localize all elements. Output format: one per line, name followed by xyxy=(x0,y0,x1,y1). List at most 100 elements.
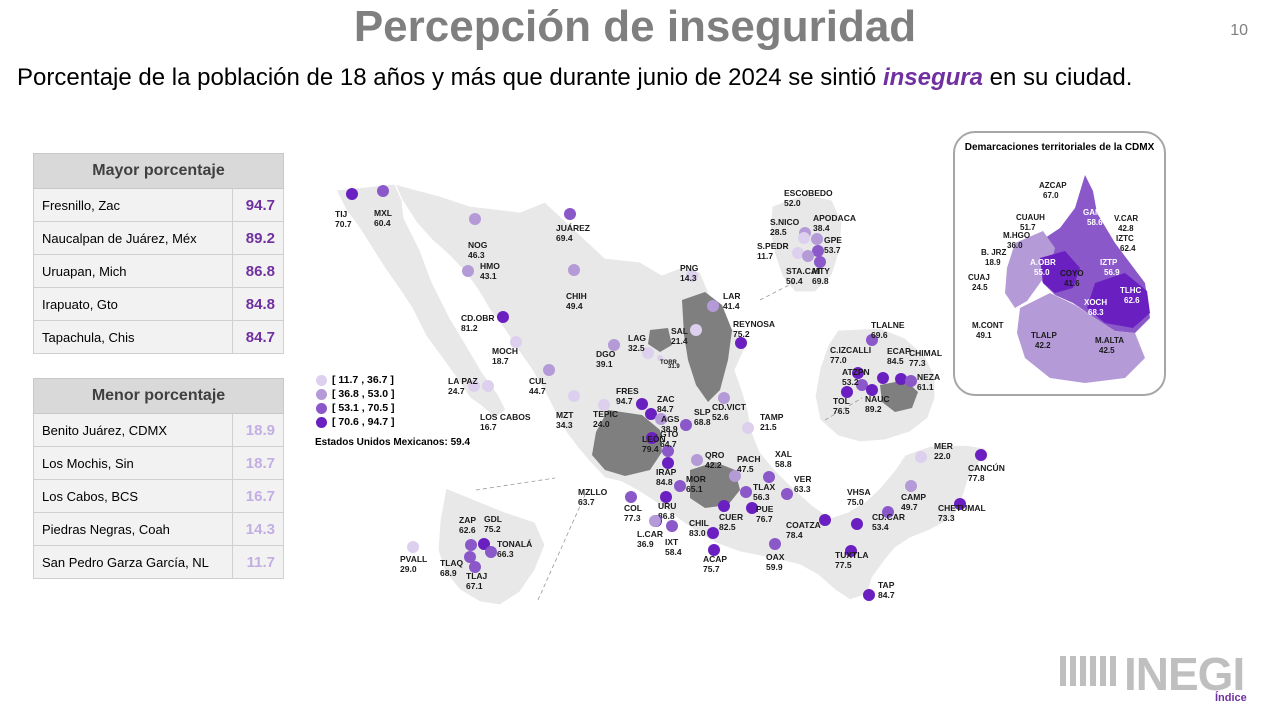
city-dot xyxy=(478,538,490,550)
city-value-label: 16.7 xyxy=(480,422,497,432)
cdmx-east xyxy=(1087,273,1150,328)
city-value-label: 67.1 xyxy=(466,581,483,591)
city-value-label: 63.7 xyxy=(578,497,595,507)
city-name: Piedras Negras, Coah xyxy=(33,512,233,546)
city-value-label: 84.5 xyxy=(887,356,904,366)
city-dot xyxy=(718,500,730,512)
logo-bar xyxy=(1100,656,1106,686)
city-dot xyxy=(915,451,927,463)
leader-line xyxy=(824,397,863,421)
city-name: Naucalpan de Juárez, Méx xyxy=(33,221,233,255)
legend-label: [ 70.6 , 94.7 ] xyxy=(332,416,395,428)
city-name-label: CUL xyxy=(529,376,546,386)
inegi-logo-text: INEGI xyxy=(1124,648,1245,700)
city-dot xyxy=(468,380,480,392)
city-name-label: MER xyxy=(934,441,953,451)
legend-swatch xyxy=(316,402,327,414)
city-name: San Pedro Garza García, NL xyxy=(33,545,233,579)
city-name: Benito Juárez, CDMX xyxy=(33,413,233,447)
city-name-label: CD.OBR xyxy=(461,313,495,323)
city-dot xyxy=(975,449,987,461)
city-name-label: ZAP xyxy=(459,515,476,525)
table-row: Fresnillo, Zac 94.7 xyxy=(33,188,284,222)
city-name-label: PNG xyxy=(680,263,699,273)
city-name-label: GDL xyxy=(484,514,502,524)
city-dot xyxy=(608,339,620,351)
city-value-label: 70.7 xyxy=(335,219,352,229)
city-name-label: CHETUMAL xyxy=(938,503,986,513)
city-name-label: TORR xyxy=(660,360,678,366)
city-value-label: 77.8 xyxy=(968,473,985,483)
city-value: 94.7 xyxy=(232,188,284,222)
city-value-label: 53.7 xyxy=(824,245,841,255)
alcaldia-value-label: 18.9 xyxy=(985,258,1001,267)
city-value-label: 49.7 xyxy=(901,502,918,512)
city-dot xyxy=(645,408,657,420)
city-name-label: MXL xyxy=(374,208,392,218)
table-row: Benito Juárez, CDMX 18.9 xyxy=(33,413,284,447)
table-row: Piedras Negras, Coah 14.3 xyxy=(33,512,284,546)
city-name-label: PVALL xyxy=(400,554,427,564)
city-dot xyxy=(852,367,864,379)
city-dot xyxy=(811,233,823,245)
city-value-label: 49.4 xyxy=(566,301,583,311)
city-name-label: GPE xyxy=(824,235,842,245)
city-value-label: 58.8 xyxy=(775,459,792,469)
city-dot xyxy=(735,337,747,349)
mexico-state-highlight xyxy=(880,380,918,412)
city-dot xyxy=(568,390,580,402)
alcaldia-name-label: TLALP xyxy=(1031,331,1057,340)
city-value-label: 24.7 xyxy=(448,386,465,396)
highlighted-states xyxy=(592,292,918,508)
legend-swatch xyxy=(316,416,327,428)
city-value-label: 84.7 xyxy=(878,590,895,600)
city-value-label: 39.1 xyxy=(596,359,613,369)
city-dot xyxy=(769,538,781,550)
alcaldia-name-label: TLHC xyxy=(1120,286,1142,295)
city-name-label: L.CAR xyxy=(637,529,663,539)
city-dot xyxy=(625,491,637,503)
city-value-label: 53.4 xyxy=(872,522,889,532)
city-value-label: 56.3 xyxy=(753,492,770,502)
city-dot xyxy=(346,188,358,200)
city-dot xyxy=(708,544,720,556)
baja-california-peninsula xyxy=(335,183,507,419)
city-value-label: 59.9 xyxy=(766,562,783,572)
city-value-label: 52.0 xyxy=(784,198,801,208)
alcaldia-value-label: 49.1 xyxy=(976,331,992,340)
city-dot xyxy=(636,398,648,410)
city-dot xyxy=(707,527,719,539)
city-name-label: S.PEDR xyxy=(757,241,789,251)
city-dot xyxy=(485,546,497,558)
alcaldia-value-label: 62.4 xyxy=(1120,244,1136,253)
national-value: Estados Unidos Mexicanos: 59.4 xyxy=(315,437,470,448)
city-dot xyxy=(763,471,775,483)
table-row: San Pedro Garza García, NL 11.7 xyxy=(33,545,284,579)
city-value-label: 75.7 xyxy=(703,564,720,574)
city-dot xyxy=(905,375,917,387)
alcaldia-name-label: M.CONT xyxy=(972,321,1004,330)
highest-table: Mayor porcentaje Fresnillo, Zac 94.7 Nauc… xyxy=(33,153,284,354)
map-leader-lines xyxy=(475,281,863,601)
index-link[interactable]: Índice xyxy=(1215,692,1247,704)
city-name-label: PACH xyxy=(737,454,760,464)
legend-swatch xyxy=(316,374,327,386)
